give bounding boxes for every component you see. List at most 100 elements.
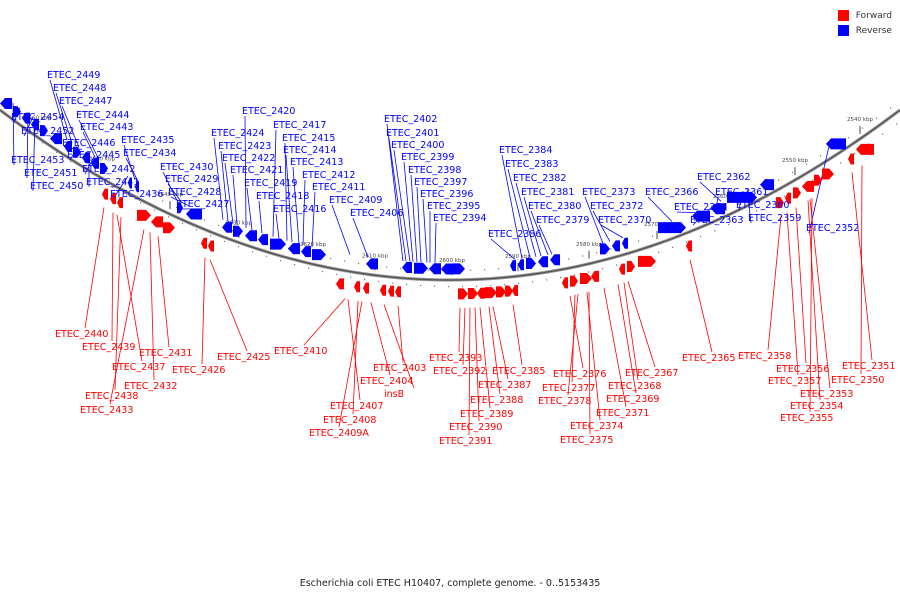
forward-gene-arrow[interactable] — [363, 282, 369, 294]
reverse-gene-label: ETEC_2454 — [11, 112, 64, 123]
reverse-gene-arrow[interactable] — [73, 146, 81, 158]
reverse-gene-arrow[interactable] — [402, 261, 412, 273]
reverse-gene-arrow[interactable] — [711, 203, 725, 215]
forward-gene-arrow[interactable] — [793, 187, 801, 199]
reverse-gene-arrow[interactable] — [82, 152, 90, 164]
reverse-gene-arrow[interactable] — [518, 259, 524, 271]
reverse-gene-arrow[interactable] — [658, 222, 686, 234]
reverse-gene-arrow[interactable] — [550, 254, 560, 266]
forward-gene-arrow[interactable] — [591, 270, 599, 282]
forward-gene-arrow[interactable] — [848, 153, 854, 165]
reverse-gene-arrow[interactable] — [0, 98, 12, 110]
forward-gene-arrow[interactable] — [151, 216, 163, 228]
axis-dot — [490, 285, 492, 287]
reverse-gene-arrow[interactable] — [258, 234, 268, 246]
forward-gene-arrow[interactable] — [822, 168, 834, 180]
reverse-gene-arrow[interactable] — [510, 260, 516, 272]
axis-dot — [148, 193, 150, 195]
forward-gene-arrow[interactable] — [388, 285, 394, 297]
reverse-gene-arrow[interactable] — [727, 191, 757, 203]
forward-gene-arrow[interactable] — [336, 278, 344, 290]
forward-gene-arrow[interactable] — [477, 287, 485, 299]
forward-gene-track — [102, 143, 874, 300]
forward-leader-line — [116, 214, 143, 362]
reverse-gene-label: ETEC_2406 — [350, 208, 403, 219]
forward-gene-arrow[interactable] — [102, 188, 108, 200]
axis-dot — [106, 170, 108, 172]
reverse-gene-arrow[interactable] — [414, 262, 428, 274]
reverse-gene-arrow[interactable] — [312, 249, 326, 261]
reverse-gene-arrow[interactable] — [177, 202, 183, 214]
forward-gene-arrow[interactable] — [802, 180, 814, 192]
forward-gene-arrow[interactable] — [638, 255, 656, 267]
reverse-gene-arrow[interactable] — [31, 118, 39, 130]
forward-gene-arrow[interactable] — [458, 288, 468, 300]
reverse-gene-arrow[interactable] — [288, 243, 300, 255]
forward-leader-line — [512, 304, 523, 366]
reverse-gene-arrow[interactable] — [441, 263, 453, 275]
reverse-gene-arrow[interactable] — [13, 106, 21, 118]
forward-gene-arrow[interactable] — [785, 192, 791, 204]
forward-leader-line — [114, 217, 122, 391]
reverse-gene-arrow[interactable] — [622, 237, 628, 249]
forward-gene-arrow[interactable] — [137, 209, 151, 221]
forward-gene-arrow[interactable] — [856, 143, 874, 155]
forward-gene-label: insB — [384, 389, 404, 400]
reverse-gene-arrow[interactable] — [270, 238, 286, 250]
reverse-leader-line — [125, 157, 139, 182]
reverse-gene-arrow[interactable] — [366, 258, 378, 270]
reverse-swatch — [837, 25, 849, 36]
forward-gene-arrow[interactable] — [562, 277, 568, 289]
forward-leader-line — [689, 259, 713, 353]
forward-gene-arrow[interactable] — [380, 284, 386, 296]
reverse-gene-arrow[interactable] — [50, 133, 62, 145]
reverse-gene-arrow[interactable] — [612, 240, 620, 252]
reverse-gene-arrow[interactable] — [22, 112, 30, 124]
reverse-gene-arrow[interactable] — [453, 263, 465, 275]
forward-gene-arrow[interactable] — [570, 275, 578, 287]
reverse-gene-arrow[interactable] — [233, 225, 243, 237]
reverse-gene-arrow[interactable] — [64, 140, 72, 152]
reverse-leader-line — [422, 198, 428, 263]
reverse-gene-arrow[interactable] — [600, 243, 610, 255]
forward-gene-label: ETEC_2393 — [429, 353, 482, 364]
forward-gene-arrow[interactable] — [505, 285, 513, 297]
forward-gene-arrow[interactable] — [117, 197, 123, 209]
forward-gene-arrow[interactable] — [201, 237, 207, 249]
reverse-gene-arrow[interactable] — [222, 221, 232, 233]
forward-gene-arrow[interactable] — [485, 287, 497, 299]
reverse-gene-arrow[interactable] — [128, 177, 132, 189]
forward-gene-arrow[interactable] — [468, 288, 478, 300]
forward-gene-arrow[interactable] — [395, 286, 401, 298]
axis-dot — [70, 160, 72, 163]
forward-gene-arrow[interactable] — [627, 260, 635, 272]
forward-gene-arrow[interactable] — [580, 272, 592, 284]
reverse-gene-arrow[interactable] — [245, 230, 257, 242]
forward-gene-arrow[interactable] — [163, 222, 175, 234]
forward-gene-arrow[interactable] — [814, 174, 822, 186]
reverse-gene-arrow[interactable] — [301, 246, 311, 258]
reverse-leader-line — [232, 174, 238, 225]
reverse-gene-arrow[interactable] — [826, 138, 846, 150]
reverse-gene-arrow[interactable] — [135, 181, 139, 193]
forward-gene-arrow[interactable] — [110, 193, 116, 205]
forward-gene-arrow[interactable] — [686, 240, 692, 252]
reverse-gene-arrow[interactable] — [100, 162, 108, 174]
reverse-gene-arrow[interactable] — [91, 157, 99, 169]
forward-gene-arrow[interactable] — [776, 197, 784, 209]
forward-gene-arrow[interactable] — [512, 284, 518, 296]
axis-dot — [210, 235, 212, 237]
reverse-gene-arrow[interactable] — [538, 256, 548, 268]
forward-gene-arrow[interactable] — [496, 286, 506, 298]
forward-gene-arrow[interactable] — [354, 281, 360, 293]
reverse-gene-arrow[interactable] — [429, 263, 441, 275]
reverse-gene-arrow[interactable] — [526, 257, 536, 269]
reverse-gene-arrow[interactable] — [760, 179, 774, 191]
forward-gene-arrow[interactable] — [208, 240, 214, 252]
forward-gene-arrow[interactable] — [619, 263, 625, 275]
axis-dot — [50, 135, 52, 137]
reverse-gene-arrow[interactable] — [692, 210, 710, 222]
reverse-gene-arrow[interactable] — [186, 208, 202, 220]
reverse-gene-arrow[interactable] — [40, 125, 48, 137]
reverse-leader-line — [61, 105, 80, 148]
